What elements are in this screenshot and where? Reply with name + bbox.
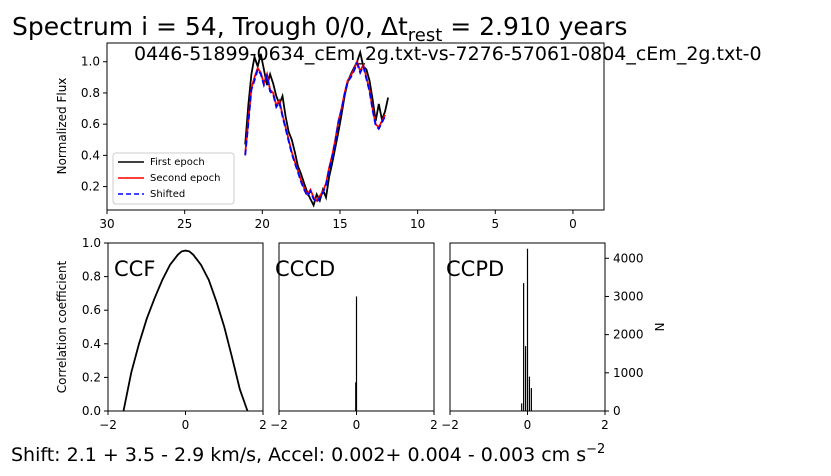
y-tick-label: 4000 [613, 251, 644, 265]
figure-subtitle: 0446-51899-0634_cEm_2g.txt-vs-7276-57061… [134, 43, 762, 65]
y-tick-label: 3000 [613, 289, 644, 303]
spectrum-lines [244, 49, 389, 208]
ccpd-bar [526, 248, 529, 411]
spectrum-legend: First epoch Second epoch Shifted [112, 152, 235, 205]
x-tick-label: −2 [99, 418, 117, 432]
ccpd-bar [521, 403, 523, 411]
x-tick-label: 2 [259, 418, 267, 432]
x-tick-label: 0 [569, 217, 577, 231]
x-tick-label: 0 [524, 418, 532, 432]
figure-title: Spectrum i = 54, Trough 0/0, Δtrest = 2.… [12, 12, 627, 46]
cccd-label: CCCD [275, 257, 335, 281]
cccd-bar [355, 296, 358, 411]
x-tick-label: 5 [491, 217, 499, 231]
ccpd-bar [523, 283, 525, 411]
cccd-bar [355, 382, 357, 411]
x-tick-label: 10 [410, 217, 425, 231]
y-tick-label: 0.8 [81, 86, 100, 100]
y-tick-label: 0 [613, 404, 621, 418]
cccd-ticks: −2 0 2 [270, 411, 438, 432]
y-tick-label: 0.8 [82, 270, 101, 284]
ccf-curve [122, 249, 249, 412]
ccf-ylabel: Correlation coefficient [55, 260, 69, 393]
spectrum-ylabel: Normalized Flux [55, 78, 69, 175]
y-tick-label: 0.4 [82, 337, 101, 351]
legend-box [112, 152, 235, 205]
x-tick-label: 25 [177, 217, 192, 231]
x-tick-label: 2 [430, 418, 438, 432]
y-tick-label: 0.2 [82, 370, 101, 384]
spectrum-ticks: 30 25 20 15 10 5 0 0.2 0.4 0.6 0.8 1.0 [81, 55, 577, 231]
y-tick-label: 0.6 [82, 303, 101, 317]
ccpd-bar [524, 346, 527, 411]
y-tick-label: 2000 [613, 328, 644, 342]
ccpd-bar [528, 376, 531, 411]
y-tick-label: 0.2 [81, 180, 100, 194]
spectrum-axes-frame [106, 42, 605, 211]
ccpd-bar [530, 388, 532, 411]
y-tick-label: 0.4 [81, 148, 100, 162]
cccd-panel: −2 0 2 CCCD [270, 242, 438, 432]
y-tick-label: 1000 [613, 366, 644, 380]
cccd-bars [355, 296, 358, 411]
x-tick-label: 30 [99, 217, 114, 231]
y-tick-label: 1.0 [82, 236, 101, 250]
ccpd-bars [521, 248, 532, 411]
x-tick-label: −2 [270, 418, 288, 432]
x-tick-label: 15 [332, 217, 347, 231]
figure-footer: Shift: 2.1 + 3.5 - 2.9 km/s, Accel: 0.00… [11, 442, 605, 466]
y-tick-label: 0.6 [81, 117, 100, 131]
x-tick-label: 20 [255, 217, 270, 231]
legend-label-shifted: Shifted [150, 189, 185, 200]
x-tick-label: −2 [441, 418, 459, 432]
y-tick-label: 0.0 [82, 404, 101, 418]
ccf-panel: −2 0 2 0.0 0.2 0.4 0.6 0.8 1.0 CCF Correlation c… [55, 236, 267, 432]
x-tick-label: 0 [353, 418, 361, 432]
ccpd-ylabel: N [652, 323, 666, 332]
series-line-shifted [244, 60, 386, 204]
legend-label-first: First epoch [150, 157, 205, 168]
x-tick-label: 2 [601, 418, 609, 432]
legend-label-second: Second epoch [150, 173, 220, 184]
ccf-label: CCF [114, 257, 155, 281]
ccpd-label: CCPD [446, 257, 504, 281]
y-tick-label: 1.0 [81, 55, 100, 69]
spectrum-panel: 30 25 20 15 10 5 0 0.2 0.4 0.6 0.8 1.0 Normalized F… [55, 42, 605, 231]
ccf-ticks: −2 0 2 0.0 0.2 0.4 0.6 0.8 1.0 [82, 236, 267, 432]
x-tick-label: 0 [182, 418, 190, 432]
